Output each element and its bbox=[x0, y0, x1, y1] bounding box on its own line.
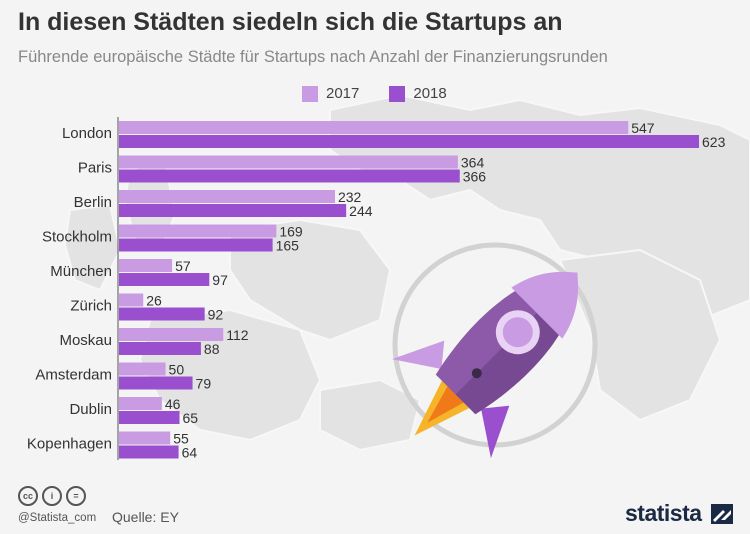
category-label: Amsterdam bbox=[35, 367, 112, 384]
category-label: London bbox=[62, 125, 112, 142]
data-label-2017: 547 bbox=[631, 120, 655, 136]
legend-swatch-2017 bbox=[302, 85, 318, 102]
statista-logo: statista bbox=[625, 500, 702, 526]
bar-2017 bbox=[119, 259, 173, 272]
bar-2018 bbox=[119, 342, 201, 355]
data-label-2018: 88 bbox=[204, 341, 220, 357]
legend-label-2017: 2017 bbox=[326, 85, 360, 102]
statista-handle: @Statista_com bbox=[18, 512, 97, 524]
category-label: Kopenhagen bbox=[27, 436, 112, 453]
data-label-2017: 50 bbox=[169, 362, 185, 378]
legend-item-2018: 2018 bbox=[389, 85, 447, 102]
bar-2017 bbox=[119, 190, 335, 203]
no-derivatives-icon: = bbox=[66, 486, 86, 506]
bar-2017 bbox=[119, 397, 162, 410]
category-label: Paris bbox=[78, 160, 112, 177]
data-label-2018: 79 bbox=[196, 376, 212, 392]
bar-2018 bbox=[119, 445, 179, 459]
data-label-2018: 623 bbox=[702, 134, 726, 150]
data-label-2018: 65 bbox=[183, 410, 199, 426]
legend-label-2018: 2018 bbox=[413, 85, 447, 102]
bar-2018 bbox=[119, 135, 699, 148]
category-label: München bbox=[50, 263, 112, 280]
bar-2017 bbox=[119, 121, 629, 134]
bar-2018 bbox=[119, 273, 210, 286]
bar-2017 bbox=[119, 155, 458, 169]
license-icons: cc i = bbox=[18, 486, 86, 506]
data-label-2017: 55 bbox=[173, 431, 189, 447]
data-label-2017: 112 bbox=[226, 327, 249, 343]
bar-2017 bbox=[119, 224, 277, 238]
data-label-2018: 97 bbox=[212, 272, 228, 288]
data-label-2018: 366 bbox=[463, 169, 487, 185]
bar-2017 bbox=[119, 328, 224, 341]
data-label-2017: 169 bbox=[279, 224, 303, 240]
data-label-2017: 57 bbox=[175, 258, 191, 274]
data-label-2018: 92 bbox=[208, 307, 224, 323]
bar-2018 bbox=[119, 376, 193, 390]
category-label: Zürich bbox=[70, 298, 112, 315]
data-label-2018: 244 bbox=[349, 203, 373, 219]
chart-title: In diesen Städten siedeln sich die Start… bbox=[18, 8, 563, 36]
legend-item-2017: 2017 bbox=[302, 85, 359, 102]
legend: 2017 2018 bbox=[302, 85, 447, 102]
bar-2018 bbox=[119, 411, 180, 424]
bar-2017 bbox=[119, 362, 166, 376]
creative-commons-icon: cc bbox=[18, 486, 38, 506]
legend-swatch-2018 bbox=[389, 85, 406, 102]
rocket-illustration bbox=[391, 242, 598, 459]
statista-logo-icon bbox=[711, 504, 733, 524]
bar-2018 bbox=[119, 204, 347, 217]
bar-2018 bbox=[119, 307, 205, 321]
data-label-2018: 165 bbox=[276, 238, 300, 254]
data-label-2018: 64 bbox=[182, 445, 198, 461]
data-label-2017: 232 bbox=[338, 189, 362, 205]
bar-2018 bbox=[119, 238, 273, 252]
chart-subtitle: Führende europäische Städte für Startups… bbox=[18, 48, 608, 66]
category-label: Stockholm bbox=[42, 229, 112, 246]
data-label-2017: 364 bbox=[461, 155, 485, 171]
bar-2017 bbox=[119, 293, 144, 307]
data-label-2017: 26 bbox=[146, 293, 162, 309]
category-label: Moskau bbox=[59, 332, 112, 349]
bar-2018 bbox=[119, 169, 460, 183]
bar-2017 bbox=[119, 431, 171, 445]
category-label: Dublin bbox=[69, 401, 112, 418]
data-label-2017: 46 bbox=[165, 396, 181, 412]
category-label: Berlin bbox=[74, 194, 112, 211]
source-note: Quelle: EY bbox=[112, 509, 179, 525]
attribution-icon: i bbox=[42, 486, 62, 506]
